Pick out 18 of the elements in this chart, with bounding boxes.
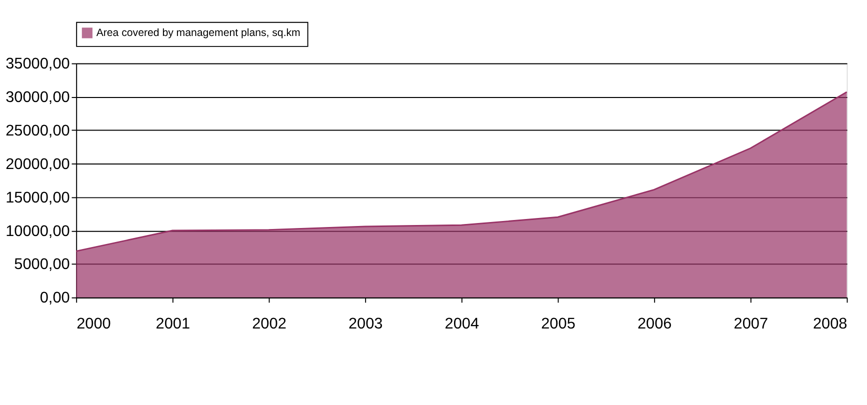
x-tick-label: 2005 — [541, 316, 576, 333]
y-tick-label: 25000,00 — [6, 122, 70, 140]
x-tick-label: 2002 — [252, 316, 286, 333]
y-tick-label: 35000,00 — [6, 56, 70, 73]
x-tick-label: 2004 — [444, 316, 480, 333]
y-tick-label: 5000,00 — [14, 256, 70, 274]
x-tick-label: 2003 — [348, 316, 383, 333]
y-tick-label: 10000,00 — [6, 222, 70, 240]
y-tick-label: 0,00 — [40, 290, 70, 307]
x-tick-label: 2008 — [812, 316, 848, 333]
x-tick-label: 2001 — [156, 316, 190, 333]
x-tick-label: 2007 — [734, 316, 768, 333]
legend-label: Area covered by management plans, sq.km — [96, 26, 301, 39]
y-tick-label: 15000,00 — [6, 189, 70, 206]
y-tick-label: 20000,00 — [6, 156, 70, 173]
y-tick-label: 30000,00 — [6, 89, 70, 106]
x-tick-label: 2000 — [76, 316, 111, 333]
x-tick-label: 2006 — [637, 316, 672, 333]
